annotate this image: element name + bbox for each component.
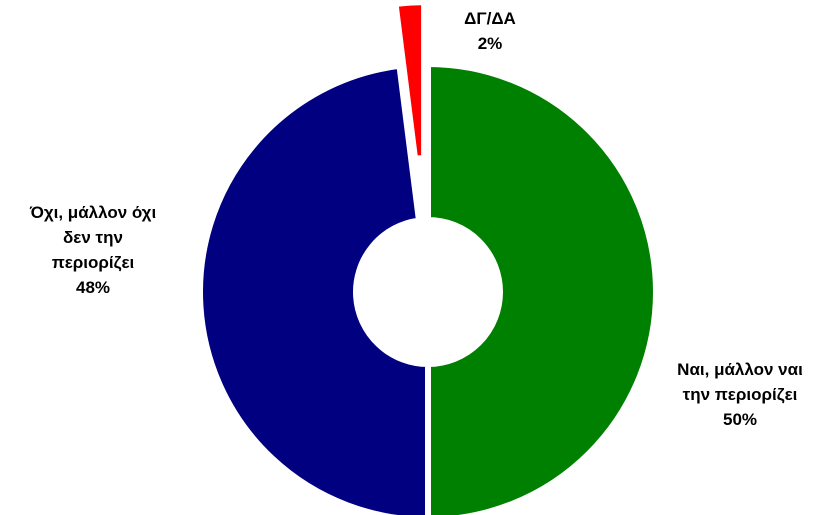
slice-yes	[425, 60, 659, 515]
slice-label-dk: ΔΓ/ΔΑ 2%	[435, 6, 545, 56]
slice-value-yes: 50%	[722, 410, 758, 429]
slice-label-yes-line-1: Ναι, μάλλον ναι	[677, 360, 803, 379]
slice-no	[197, 62, 431, 515]
slice-label-no-line-2: δεν την	[63, 228, 123, 247]
slice-label-no-line-3: περιορίζει	[51, 253, 135, 272]
slice-label-no: Όχι, μάλλον όχι δεν την περιορίζει 48%	[0, 200, 188, 300]
slice-label-no-line-1: Όχι, μάλλον όχι	[29, 203, 157, 222]
slice-label-yes: Ναι, μάλλον ναι την περιορίζει 50%	[640, 357, 833, 432]
slice-value-no: 48%	[75, 278, 111, 297]
slice-value-dk: 2%	[477, 34, 503, 53]
slice-label-dk-line-1: ΔΓ/ΔΑ	[464, 9, 516, 28]
slice-dk	[392, 0, 428, 163]
slice-label-yes-line-2: την περιορίζει	[682, 385, 798, 404]
